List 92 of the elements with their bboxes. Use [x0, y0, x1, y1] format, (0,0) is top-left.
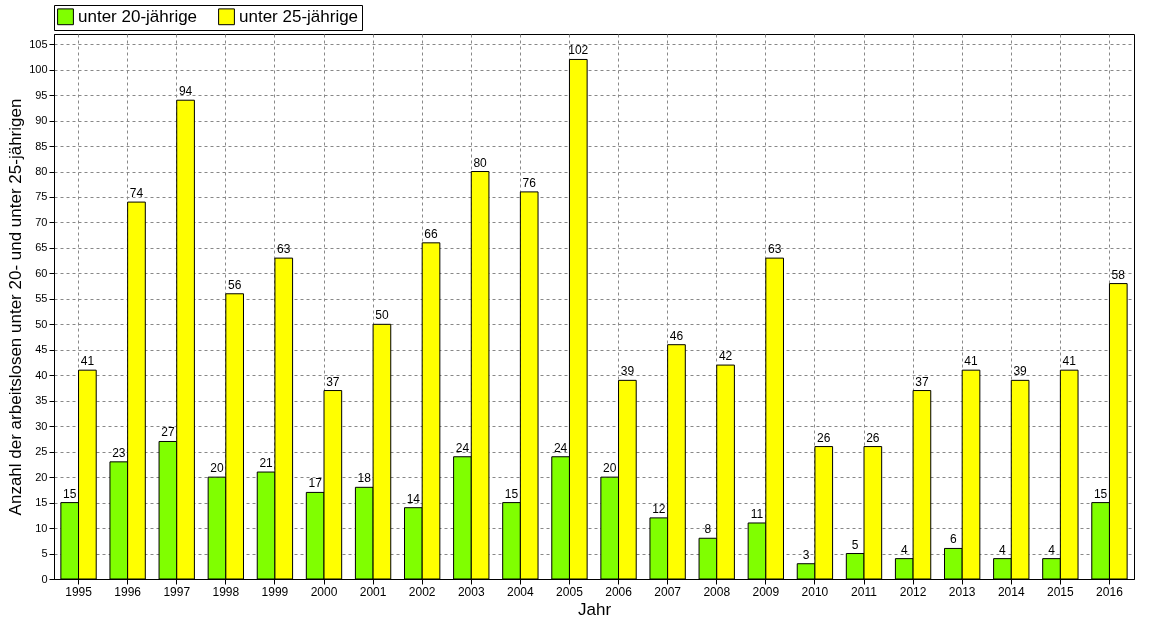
data-label: 37 — [326, 374, 340, 389]
data-label: 15 — [63, 486, 77, 501]
x-tick-label: 2003 — [457, 584, 485, 599]
data-label: 37 — [915, 374, 929, 389]
data-label: 4 — [999, 542, 1007, 557]
y-tick-label: 105 — [29, 37, 48, 50]
data-label: 14 — [406, 491, 421, 506]
y-tick-label: 5 — [41, 547, 48, 560]
x-tick-label: 1998 — [212, 584, 240, 599]
data-label: 21 — [259, 456, 274, 471]
y-tick-label: 95 — [35, 88, 48, 101]
data-label: 12 — [652, 501, 666, 516]
x-tick-label: 1997 — [163, 584, 191, 599]
x-tick-label: 2006 — [605, 584, 633, 599]
data-label: 80 — [473, 155, 488, 170]
y-tick-label: 90 — [35, 114, 48, 127]
data-label: 76 — [522, 175, 537, 190]
data-label: 41 — [1062, 354, 1077, 369]
y-tick-label: 85 — [35, 139, 48, 152]
data-label: 56 — [227, 277, 242, 292]
x-tick-label: 1996 — [114, 584, 142, 599]
x-tick-label: 2012 — [899, 584, 927, 599]
x-tick-label: 2016 — [1096, 584, 1124, 599]
data-label: 50 — [375, 308, 389, 323]
y-tick-label: 70 — [35, 215, 48, 228]
legend-label: unter 25-jährige — [239, 6, 359, 26]
data-label: 11 — [750, 506, 764, 521]
data-label: 63 — [767, 242, 782, 257]
y-tick-label: 0 — [41, 572, 48, 585]
y-tick-label: 65 — [35, 241, 48, 254]
data-label: 8 — [704, 522, 712, 537]
x-tick-label: 2009 — [752, 584, 780, 599]
data-label: 74 — [129, 186, 144, 201]
data-label: 15 — [1093, 486, 1108, 501]
y-tick-label: 10 — [35, 521, 48, 534]
data-label: 6 — [950, 532, 957, 547]
data-label: 46 — [669, 328, 684, 343]
y-tick-label: 80 — [35, 165, 48, 178]
data-label: 18 — [357, 471, 372, 486]
data-label: 66 — [424, 226, 439, 241]
x-tick-label: 2008 — [703, 584, 731, 599]
data-label: 63 — [277, 242, 291, 257]
x-tick-label: 2014 — [997, 584, 1025, 599]
data-label: 39 — [620, 364, 635, 379]
data-label: 26 — [866, 430, 880, 445]
y-tick-label: 40 — [35, 368, 48, 381]
data-label: 3 — [802, 547, 810, 562]
data-label: 4 — [1048, 542, 1056, 557]
data-label: 4 — [900, 542, 908, 557]
y-tick-label: 15 — [35, 496, 48, 509]
y-tick-label: 30 — [35, 419, 48, 432]
data-label: 20 — [210, 461, 224, 476]
data-label: 23 — [112, 445, 126, 460]
data-label: 41 — [964, 354, 979, 369]
data-label: 41 — [80, 354, 95, 369]
x-tick-label: 2002 — [408, 584, 436, 599]
y-tick-label: 75 — [35, 190, 48, 203]
data-label: 102 — [568, 43, 589, 58]
data-label: 17 — [308, 476, 323, 491]
data-label: 5 — [851, 537, 859, 552]
data-label: 42 — [718, 349, 733, 364]
data-label: 24 — [553, 440, 568, 455]
x-tick-label: 2001 — [359, 584, 387, 599]
y-tick-label: 100 — [29, 63, 48, 76]
x-tick-label: 2007 — [654, 584, 682, 599]
x-tick-label: 2000 — [310, 584, 338, 599]
data-label: 94 — [178, 84, 193, 99]
data-label: 24 — [455, 440, 470, 455]
y-tick-label: 35 — [35, 394, 48, 407]
data-label: 15 — [504, 486, 519, 501]
y-tick-label: 55 — [35, 292, 48, 305]
data-label: 20 — [603, 461, 617, 476]
x-tick-label: 1999 — [261, 584, 289, 599]
data-label: 39 — [1013, 364, 1028, 379]
x-tick-label: 2005 — [556, 584, 584, 599]
y-tick-label: 20 — [35, 470, 48, 483]
x-tick-label: 2013 — [948, 584, 976, 599]
legend-label: unter 20-jährige — [78, 6, 198, 26]
y-tick-label: 25 — [35, 445, 48, 458]
y-axis-title: Anzahl der arbeitslosen unter 20- und unter 25-jährigen — [6, 98, 26, 516]
x-tick-label: 1995 — [65, 584, 93, 599]
data-label: 58 — [1111, 267, 1126, 282]
y-tick-label: 50 — [35, 317, 48, 330]
y-tick-label: 60 — [35, 266, 48, 279]
x-tick-label: 2011 — [851, 584, 878, 599]
x-tick-label: 2004 — [507, 584, 535, 599]
x-axis-title: Jahr — [577, 599, 612, 619]
data-label: 27 — [161, 425, 175, 440]
x-tick-label: 2010 — [801, 584, 829, 599]
y-tick-label: 45 — [35, 343, 48, 356]
x-tick-label: 2015 — [1047, 584, 1075, 599]
data-label: 26 — [817, 430, 831, 445]
